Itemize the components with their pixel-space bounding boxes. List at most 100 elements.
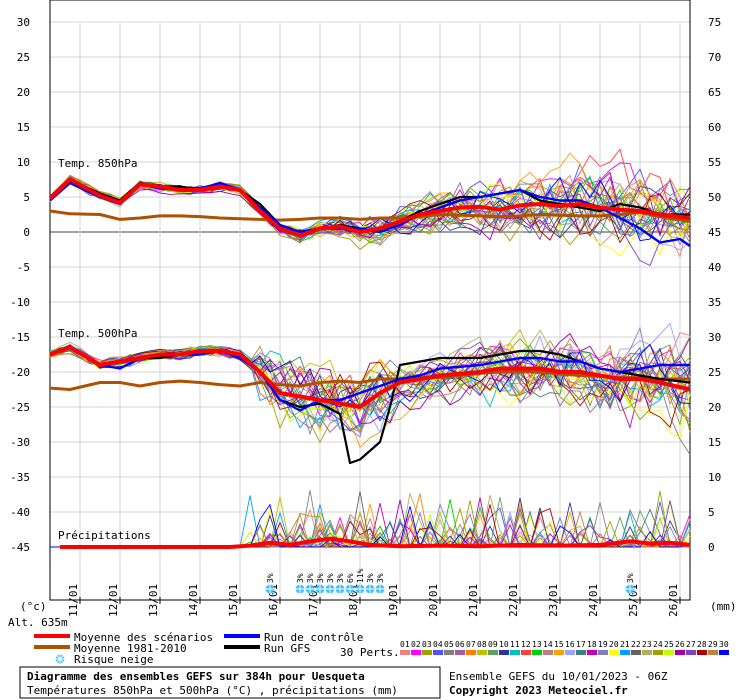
- pert-id-label: 30: [719, 640, 729, 649]
- snowflake-icon-lines: [335, 584, 345, 594]
- label-precip: Précipitations: [58, 529, 151, 542]
- pert-line-850: [49, 171, 691, 241]
- y-tick-label-left: 5: [23, 191, 30, 204]
- y-tick-label-right: 65: [708, 86, 721, 99]
- y-tick-label-left: -20: [10, 366, 30, 379]
- pert-id-label: 07: [466, 640, 476, 649]
- pert-color-swatch: [642, 650, 652, 655]
- pert-color-swatch: [499, 650, 509, 655]
- pert-color-swatch: [477, 650, 487, 655]
- series-line-precip-0: [60, 536, 691, 549]
- series-line-t850-0: [48, 177, 691, 238]
- legend-label-gfs: Run GFS: [264, 642, 310, 655]
- pert-color-swatch: [400, 650, 410, 655]
- pert-id-label: 24: [653, 640, 663, 649]
- pert-color-swatch: [653, 650, 663, 655]
- y-tick-label-right: 40: [708, 261, 721, 274]
- perturbation-legend: 01 02 03 04 05 06 07 08 09 10 11 12 13 14 15 16 17 18 19 20…: [400, 640, 729, 655]
- pert-color-swatch: [488, 650, 498, 655]
- legend-swatch-control: [224, 634, 260, 638]
- pert-id-label: 28: [697, 640, 707, 649]
- y-tick-label-left: 15: [17, 121, 30, 134]
- pert-id-label: 08: [477, 640, 487, 649]
- legend-label-climate: Moyenne 1981-2010: [74, 642, 187, 655]
- y-tick-label-right: 5: [708, 506, 715, 519]
- snow-marker: 3%: [325, 573, 335, 594]
- pert-color-swatch: [697, 650, 707, 655]
- snow-risk-markers: 3% 3% 3% 3% 3% 3% 6% 11% 3% 3% 3%: [265, 568, 635, 594]
- snow-marker: 3%: [305, 573, 315, 594]
- snowflake-icon-lines: [305, 584, 315, 594]
- y-tick-label-left: -10: [10, 296, 30, 309]
- legend-label-snow: Risque neige: [74, 653, 153, 666]
- y-tick-label-right: 30: [708, 331, 721, 344]
- pert-color-swatch: [565, 650, 575, 655]
- snow-marker: 6%: [345, 573, 355, 594]
- legend: Moyenne des scénarios Moyenne 1981-2010 …: [34, 631, 729, 666]
- snow-marker: 3%: [365, 573, 375, 594]
- label-t850: Temp. 850hPa: [58, 157, 137, 170]
- pert-id-label: 16: [565, 640, 575, 649]
- snow-percent-label: 3%: [266, 573, 275, 583]
- footer: Diagramme des ensembles GEFS sur 384h po…: [19, 666, 668, 699]
- altitude-label: Alt. 635m: [8, 616, 68, 629]
- pert-color-swatch: [620, 650, 630, 655]
- snow-marker: 3%: [375, 573, 385, 594]
- snow-percent-label: 3%: [366, 573, 375, 583]
- right-axis-unit: (mm): [710, 600, 737, 613]
- chart-title: Diagramme des ensembles GEFS sur 384h po…: [27, 670, 365, 683]
- y-tick-label-left: -15: [10, 331, 30, 344]
- pert-color-swatch: [433, 650, 443, 655]
- pert-color-swatch: [554, 650, 564, 655]
- pert-id-label: 05: [444, 640, 454, 649]
- pert-color-swatch: [609, 650, 619, 655]
- pert-id-label: 29: [708, 640, 718, 649]
- snow-percent-label: 3%: [336, 573, 345, 583]
- pert-color-swatch: [455, 650, 465, 655]
- pert-id-label: 14: [543, 640, 553, 649]
- legend-label-control: Run de contrôle: [264, 631, 363, 644]
- y-tick-label-left: -5: [17, 261, 30, 274]
- y-tick-label-right: 20: [708, 401, 721, 414]
- perturbations-label: 30 Perts.: [340, 646, 400, 659]
- snowflake-icon-lines: [375, 584, 385, 594]
- main-series-lines: [48, 177, 691, 549]
- pert-color-swatch: [466, 650, 476, 655]
- legend-swatch-climate: [34, 645, 70, 649]
- snow-percent-label: 3%: [376, 573, 385, 583]
- pert-color-swatch: [444, 650, 454, 655]
- snowflake-icon-lines: [355, 584, 365, 594]
- pert-id-label: 02: [411, 640, 421, 649]
- pert-color-swatch: [510, 650, 520, 655]
- left-axis-unit: (°c): [20, 600, 47, 613]
- snowflake-icon-lines: [625, 584, 635, 594]
- title-box: [19, 666, 441, 699]
- snow-percent-label: 3%: [296, 573, 305, 583]
- y-tick-label-right: 10: [708, 471, 721, 484]
- snow-marker: 3%: [295, 573, 305, 594]
- pert-id-label: 23: [642, 640, 652, 649]
- pert-id-label: 20: [609, 640, 619, 649]
- pert-line-500: [49, 337, 691, 432]
- pert-id-label: 26: [675, 640, 685, 649]
- pert-color-swatch: [598, 650, 608, 655]
- snowflake-icon-lines: [325, 584, 335, 594]
- chart-labels: Temp. 850hPa Temp. 500hPa Précipitations…: [8, 157, 737, 629]
- legend-snow-icon: [55, 654, 65, 664]
- snow-percent-label: 3%: [306, 573, 315, 583]
- y-tick-label-right: 50: [708, 191, 721, 204]
- series-line-t500-1: [49, 370, 690, 391]
- snowflake-icon-lines: [315, 584, 325, 594]
- y-tick-label-left: 25: [17, 51, 30, 64]
- snow-marker: 3%: [265, 573, 275, 594]
- y-tick-label-right: 45: [708, 226, 721, 239]
- snow-percent-label: 3%: [626, 573, 635, 583]
- series-line-t850-1: [49, 209, 691, 223]
- pert-color-swatch: [532, 650, 542, 655]
- pert-id-label: 18: [587, 640, 597, 649]
- pert-color-swatch: [675, 650, 685, 655]
- pert-id-label: 03: [422, 640, 432, 649]
- pert-color-swatch: [664, 650, 674, 655]
- y-tick-label-left: -40: [10, 506, 30, 519]
